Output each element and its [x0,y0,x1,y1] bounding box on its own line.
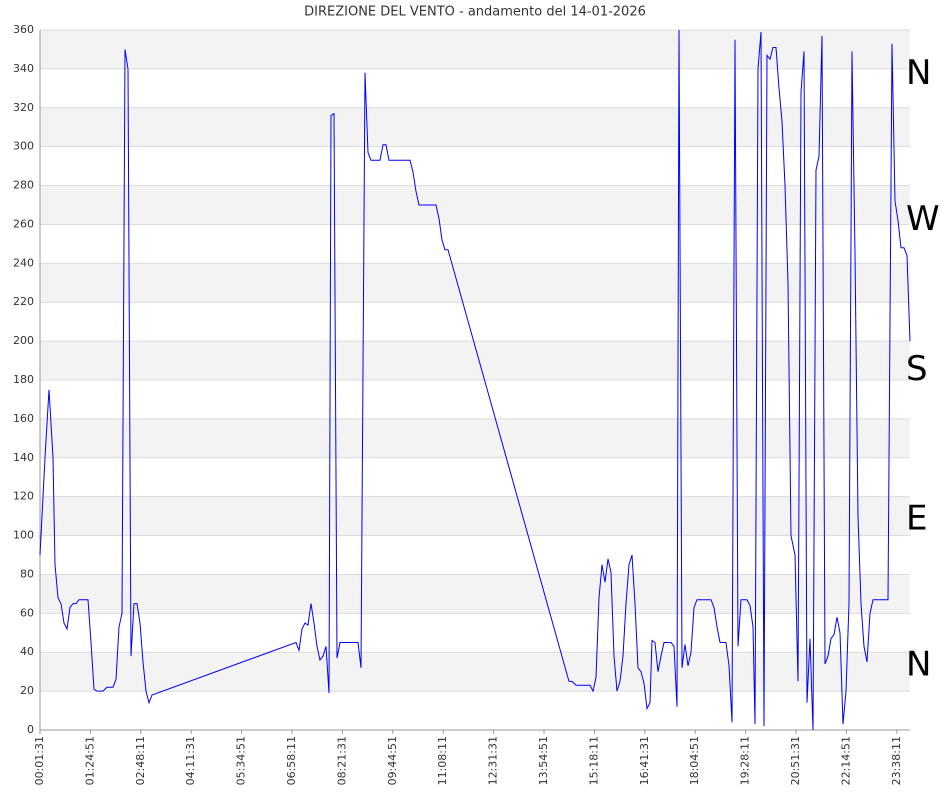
y-tick-label: 60 [20,606,34,619]
y-tick-label: 0 [27,723,34,736]
x-tick-label: 20:51:31 [789,736,802,785]
line-series [39,29,911,731]
x-tick-label: 23:38:11 [890,736,903,785]
chart-title: DIREZIONE DEL VENTO - andamento del 14-0… [304,5,646,20]
y-tick-label: 120 [13,490,34,503]
y-tick-label: 260 [13,217,34,230]
x-tick-label: 08:21:31 [335,736,348,785]
band [40,30,910,69]
y-tick-label: 140 [13,451,34,464]
y-tick-label: 360 [13,23,34,36]
x-tick-label: 19:28:11 [739,736,752,785]
x-tick-label: 09:44:51 [386,736,399,785]
x-tick-label: 18:04:51 [688,736,701,785]
y-tick-label: 100 [13,529,34,542]
x-tick-label: 13:54:51 [537,736,550,785]
compass-label: W [906,199,940,239]
y-tick-label: 20 [20,684,34,697]
y-tick-label: 240 [13,256,34,269]
band [40,652,910,692]
compass-label: N [906,53,931,93]
y-tick-label: 180 [13,373,34,386]
x-tick-label: 05:34:51 [235,736,248,785]
x-tick-label: 12:31:31 [487,736,500,785]
x-tick-label: 04:11:31 [184,736,197,785]
x-tick-label: 11:08:11 [436,736,449,785]
compass-label: N [906,644,931,684]
y-tick-label: 340 [13,62,34,75]
y-tick-label: 80 [20,567,34,580]
y-tick-label: 280 [13,179,34,192]
x-tick-label: 06:58:11 [285,736,298,785]
band [40,418,910,458]
y-tick-label: 320 [13,101,34,114]
y-tick-label: 300 [13,140,34,153]
band [40,574,910,614]
y-tick-label: 160 [13,412,34,425]
compass-label: E [906,499,927,539]
band [40,185,910,225]
x-tick-label: 22:14:51 [839,736,852,785]
x-tick-label: 00:01:31 [33,736,46,785]
band [40,496,910,536]
band [40,263,910,303]
x-tick-label: 16:41:31 [638,736,651,785]
x-tick-label: 15:18:11 [587,736,600,785]
x-tick-label: 02:48:11 [134,736,147,785]
y-tick-label: 40 [20,645,34,658]
band [40,107,910,147]
compass-label: S [906,349,928,389]
y-tick-label: 200 [13,334,34,347]
x-tick-label: 01:24:51 [83,736,96,785]
y-tick-label: 220 [13,295,34,308]
